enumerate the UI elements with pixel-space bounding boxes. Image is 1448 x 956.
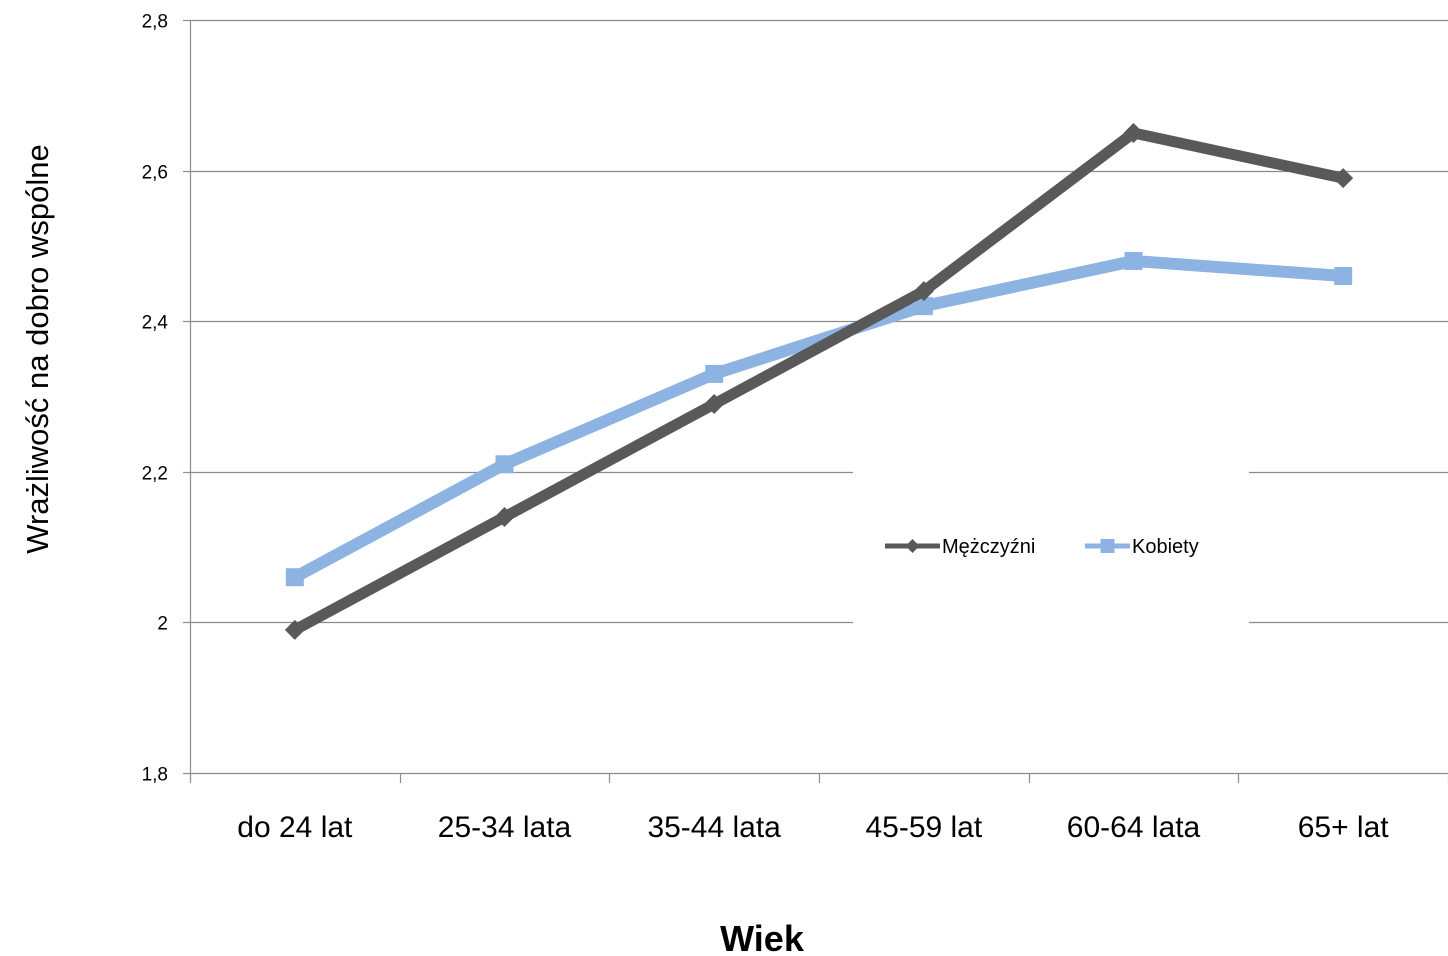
- legend-label: Mężczyźni: [942, 536, 1035, 558]
- data-point: [494, 506, 515, 527]
- x-tick-label: do 24 lat: [237, 811, 353, 844]
- y-tick-label: 2: [157, 614, 168, 635]
- data-point: [913, 281, 934, 302]
- x-tick-label: 35-44 lata: [647, 811, 781, 844]
- legend: Mężczyźni Kobiety: [885, 536, 1199, 558]
- y-tick-label: 2,6: [142, 163, 168, 184]
- series-line: [288, 254, 1350, 584]
- series-men: [284, 122, 1354, 640]
- x-tick-label: 45-59 lat: [865, 811, 982, 844]
- data-point: [1124, 251, 1143, 270]
- series-lines: [284, 122, 1354, 640]
- x-tick-labels: do 24 lat 25-34 lata 35-44 lata 45-59 lat 60…: [237, 811, 1389, 844]
- legend-label: Kobiety: [1132, 536, 1199, 558]
- y-tick-label: 2,4: [142, 313, 169, 334]
- data-point: [1334, 267, 1353, 286]
- legend-marker: [1100, 539, 1115, 553]
- data-point: [284, 619, 305, 640]
- axes: [183, 19, 1448, 783]
- data-point: [914, 297, 933, 316]
- data-point: [1123, 122, 1144, 143]
- y-axis-title: Wrażliwość na dobro wspólne: [20, 144, 55, 554]
- legend-marker: [905, 539, 920, 553]
- y-tick-labels: 1,8 2 2,2 2,4 2,6 2,8: [142, 12, 169, 786]
- data-point: [285, 568, 304, 587]
- legend-entry: Kobiety: [1085, 536, 1199, 558]
- y-tick-label: 2,8: [142, 12, 168, 33]
- series-women: [285, 251, 1353, 587]
- x-tick-label: 65+ lat: [1298, 811, 1390, 844]
- x-tick-label: 60-64 lata: [1067, 811, 1201, 844]
- y-tick-label: 2,2: [142, 464, 168, 485]
- data-point: [495, 455, 514, 474]
- data-point: [1333, 168, 1354, 189]
- data-point: [705, 364, 724, 383]
- y-tick-label: 1,8: [142, 765, 168, 786]
- series-line: [289, 127, 1349, 636]
- data-point: [704, 394, 725, 415]
- x-tick-label: 25-34 lata: [438, 811, 572, 844]
- x-axis-title: Wiek: [720, 918, 805, 956]
- legend-entry: Mężczyźni: [885, 536, 1035, 558]
